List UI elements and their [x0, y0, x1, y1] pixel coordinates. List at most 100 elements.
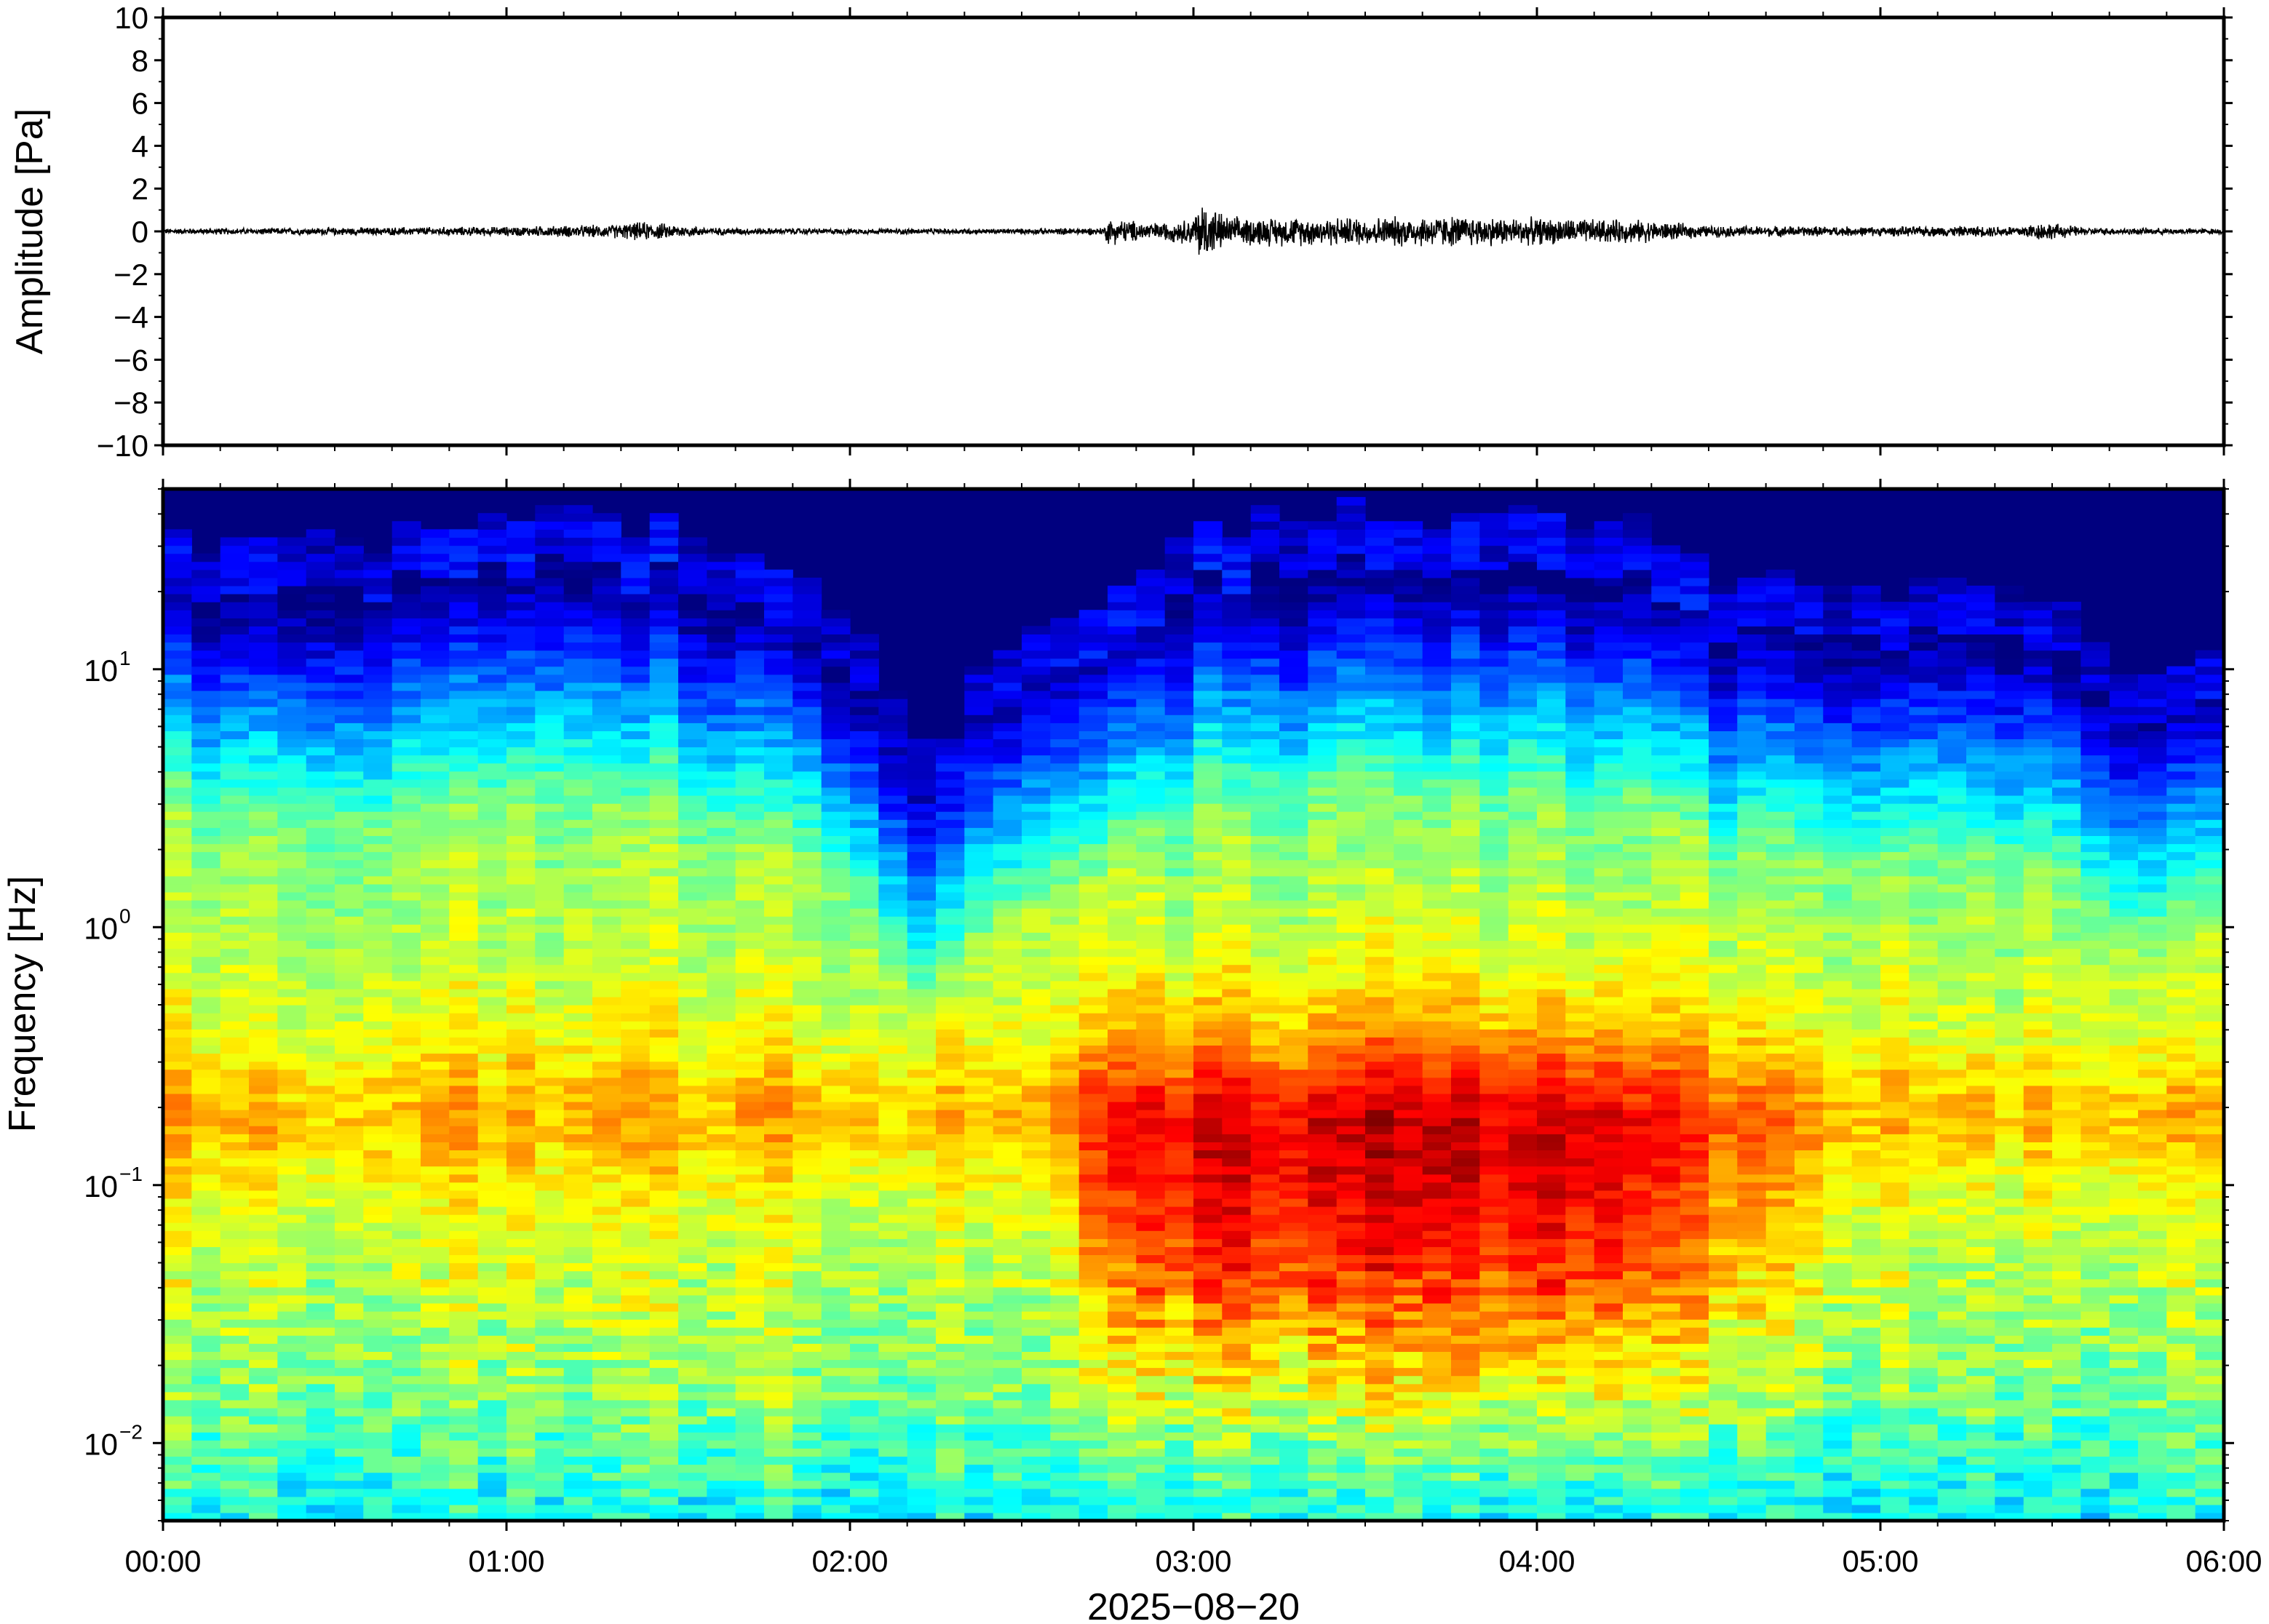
spectrogram-cell [335, 1029, 364, 1038]
spectrogram-cell [1279, 723, 1308, 731]
spectrogram-cell [678, 1376, 707, 1385]
spectrogram-cell [764, 642, 793, 651]
spectrogram-cell [592, 690, 621, 699]
spectrogram-cell [1279, 1416, 1308, 1425]
spectrogram-cell [592, 1222, 621, 1231]
spectrogram-cell [478, 706, 507, 715]
spectrogram-cell [736, 835, 765, 844]
spectrogram-cell [163, 1158, 192, 1167]
spectrogram-cell [249, 771, 278, 780]
spectrogram-cell [277, 1392, 306, 1401]
spectrogram-cell [1308, 1142, 1337, 1150]
spectrogram-cell [792, 973, 822, 982]
spectrogram-cell [363, 1062, 392, 1070]
spectrogram-cell [1136, 1054, 1165, 1062]
spectrogram-cell [764, 1054, 793, 1062]
spectrogram-cell [650, 1311, 679, 1320]
spectrogram-cell [993, 1013, 1022, 1022]
spectrogram-cell [592, 1287, 621, 1296]
spectrogram-cell [736, 562, 765, 570]
spectrogram-cell [249, 1102, 278, 1110]
spectrogram-cell [478, 1424, 507, 1433]
spectrogram-cell [564, 997, 593, 1006]
spectrogram-cell [363, 1327, 392, 1336]
spectrogram-cell [306, 1045, 335, 1054]
spectrogram-cell [506, 981, 536, 990]
spectrogram-cell [964, 690, 993, 699]
spectrogram-cell [535, 747, 564, 756]
spectrogram-cell [764, 1359, 793, 1368]
spectrogram-cell [191, 1448, 220, 1457]
spectrogram-cell [650, 1368, 679, 1377]
spectrogram-cell [678, 989, 707, 998]
spectrogram-cell [449, 546, 478, 554]
spectrogram-cell [650, 892, 679, 901]
spectrogram-cell [506, 618, 536, 626]
spectrogram-cell [792, 763, 822, 772]
spectrogram-cell [249, 723, 278, 731]
spectrogram-cell [1108, 1182, 1137, 1191]
spectrogram-cell [964, 1359, 993, 1368]
spectrogram-cell [392, 1448, 421, 1457]
spectrogram-cell [1136, 1327, 1165, 1336]
spectrogram-cell [1108, 876, 1137, 885]
spectrogram-cell [220, 1416, 250, 1425]
spectrogram-cell [249, 1271, 278, 1280]
spectrogram-cell [707, 908, 736, 917]
spectrogram-cell [1251, 1343, 1280, 1352]
spectrogram-cell [478, 1432, 507, 1441]
spectrogram-cell [707, 706, 736, 715]
spectrogram-cell [1279, 1279, 1308, 1288]
spectrogram-cell [1165, 1174, 1194, 1183]
spectrogram-cell [936, 1505, 965, 1513]
spectrogram-cell [335, 1110, 364, 1118]
spectrogram-cell [936, 1408, 965, 1417]
spectrogram-cell [249, 634, 278, 642]
spectrogram-cell [678, 1182, 707, 1191]
spectrogram-cell [478, 1102, 507, 1110]
spectrogram-cell [191, 755, 220, 764]
spectrogram-cell [506, 1279, 536, 1288]
spectrogram-cell [792, 715, 822, 723]
spectrogram-cell [363, 1078, 392, 1086]
spectrogram-cell [478, 1126, 507, 1134]
spectrogram-cell [1079, 1416, 1108, 1425]
spectrogram-cell [506, 771, 536, 780]
spectrogram-cell [850, 1263, 879, 1272]
spectrogram-cell [993, 682, 1022, 691]
spectrogram-cell [907, 1198, 937, 1207]
spectrogram-cell [792, 1400, 822, 1409]
spectrogram-cell [449, 1416, 478, 1425]
spectrogram-cell [1079, 1198, 1108, 1207]
spectrogram-cell [621, 1440, 650, 1449]
spectrogram-cell [220, 819, 250, 828]
spectrogram-cell [878, 957, 907, 966]
spectrogram-cell [163, 1013, 192, 1022]
spectrogram-cell [392, 1351, 421, 1360]
spectrogram-cell [678, 827, 707, 836]
spectrogram-cell [1022, 1481, 1051, 1489]
spectrogram-cell [1193, 779, 1223, 788]
spectrogram-cell [736, 1029, 765, 1038]
spectrogram-cell [1108, 690, 1137, 699]
spectrogram-cell [964, 1078, 993, 1086]
spectrogram-cell [249, 1094, 278, 1102]
spectrogram-cell [1136, 1440, 1165, 1449]
spectrogram-cell [1108, 1102, 1137, 1110]
spectrogram-cell [335, 1254, 364, 1263]
spectrogram-cell [707, 698, 736, 707]
spectrogram-cell [1279, 1045, 1308, 1054]
spectrogram-cell [650, 795, 679, 804]
spectrogram-cell [678, 981, 707, 990]
spectrogram-cell [535, 1424, 564, 1433]
spectrogram-cell [1050, 1335, 1079, 1344]
spectrogram-cell [191, 1078, 220, 1086]
spectrogram-cell [392, 916, 421, 925]
spectrogram-cell [650, 538, 679, 546]
spectrogram-cell [506, 924, 536, 933]
spectrogram-cell [449, 554, 478, 562]
spectrogram-cell [335, 1094, 364, 1102]
spectrogram-cell [1050, 747, 1079, 756]
spectrogram-cell [191, 1070, 220, 1078]
spectrogram-cell [1193, 1158, 1223, 1167]
